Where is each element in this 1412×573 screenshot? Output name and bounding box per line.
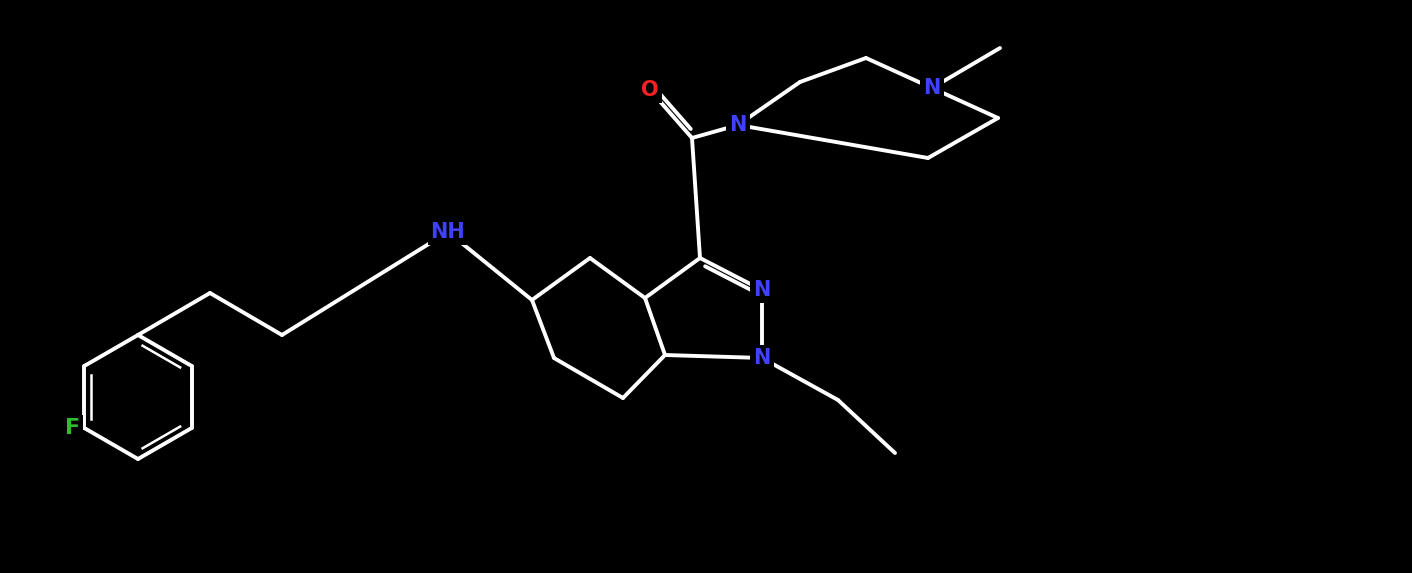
Text: N: N <box>730 115 747 135</box>
Text: NH: NH <box>431 222 466 242</box>
Text: N: N <box>754 348 771 368</box>
Text: N: N <box>923 78 940 98</box>
Text: F: F <box>65 418 80 438</box>
Text: O: O <box>641 80 659 100</box>
Text: N: N <box>754 280 771 300</box>
